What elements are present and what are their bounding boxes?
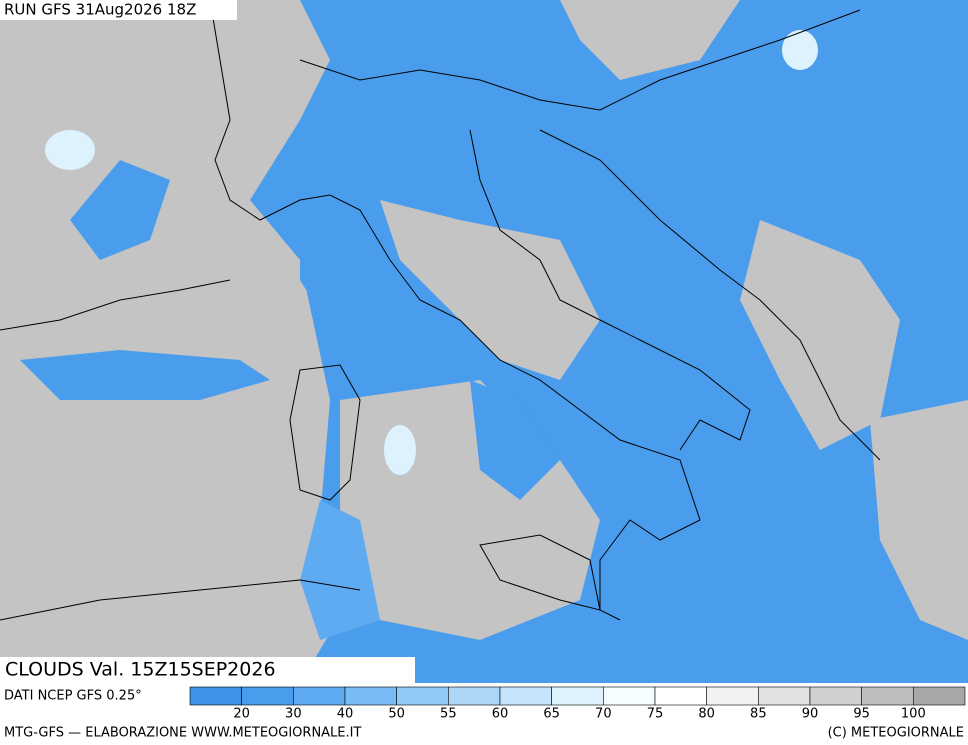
colorbar-label: 30 <box>285 707 302 722</box>
run-label: RUN GFS 31Aug2026 18Z <box>4 1 196 19</box>
colorbar-swatch <box>189 686 242 706</box>
footer-right: (C) METEOGIORNALE <box>828 726 964 741</box>
colorbar-label: 60 <box>492 707 509 722</box>
colorbar-label: 50 <box>388 707 405 722</box>
colorbar-label: 80 <box>698 707 715 722</box>
colorbar-swatch <box>499 686 552 706</box>
colorbar-label: 65 <box>543 707 560 722</box>
source-label: DATI NCEP GFS 0.25° <box>4 689 142 704</box>
colorbar-label: 90 <box>802 707 819 722</box>
colorbar-swatch <box>396 686 449 706</box>
colorbar-swatch <box>448 686 501 706</box>
colorbar-label: 95 <box>853 707 870 722</box>
colorbar: 20 30 40 50 55 60 65 70 75 80 85 90 95 100 <box>189 686 966 722</box>
run-box <box>0 0 237 20</box>
colorbar-swatch <box>293 686 346 706</box>
colorbar-label: 20 <box>233 707 250 722</box>
colorbar-label: 100 <box>901 707 926 722</box>
colorbar-label: 85 <box>750 707 767 722</box>
colorbar-swatch <box>551 686 604 706</box>
colorbar-label: 40 <box>337 707 354 722</box>
colorbar-swatch <box>913 686 966 706</box>
colorbar-label: 75 <box>647 707 664 722</box>
colorbar-swatch <box>241 686 294 706</box>
colorbar-swatch <box>861 686 914 706</box>
colorbar-swatch <box>809 686 862 706</box>
colorbar-swatch <box>344 686 397 706</box>
field-label: CLOUDS Val. 15Z15SEP2026 <box>5 659 276 681</box>
colorbar-swatch <box>603 686 656 706</box>
footer-left: MTG-GFS — ELABORAZIONE WWW.METEOGIORNALE… <box>4 726 361 741</box>
colorbar-swatch <box>654 686 707 706</box>
colorbar-label: 55 <box>440 707 457 722</box>
colorbar-label: 70 <box>595 707 612 722</box>
field-box <box>0 657 415 683</box>
colorbar-swatch <box>758 686 811 706</box>
map-area <box>0 0 968 683</box>
colorbar-swatch <box>706 686 759 706</box>
